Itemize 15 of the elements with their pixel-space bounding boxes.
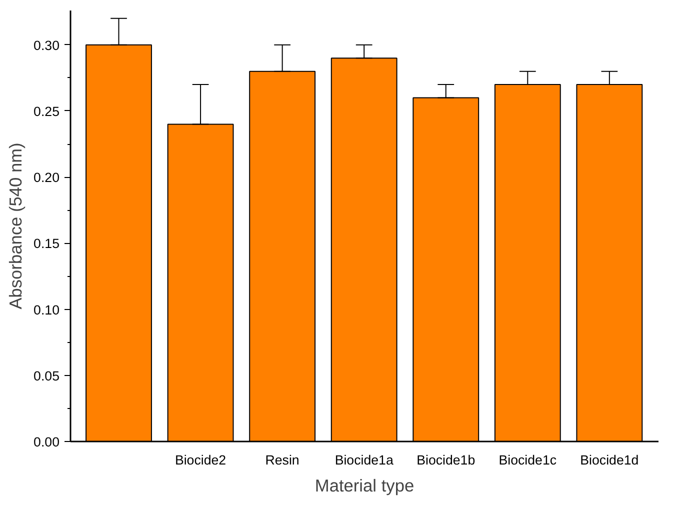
x-tick-label: Biocide1c xyxy=(498,452,557,468)
y-tick-label: 0.20 xyxy=(34,170,60,186)
y-tick-label: 0.00 xyxy=(34,434,60,450)
y-tick-label: 0.10 xyxy=(34,302,60,318)
y-axis-title: Absorbance (540 nm) xyxy=(6,142,26,310)
x-tick-label: Biocide1b xyxy=(416,452,476,468)
x-axis-title: Material type xyxy=(314,476,414,496)
y-tick-label: 0.05 xyxy=(34,368,60,384)
x-tick-label: Biocide1a xyxy=(334,452,394,468)
x-tick-label: Biocide1d xyxy=(580,452,639,468)
y-tick-label: 0.15 xyxy=(34,236,60,252)
y-tick-label: 0.25 xyxy=(34,104,60,119)
x-tick-label: Biocide2 xyxy=(174,452,226,468)
x-tick-label: Resin xyxy=(265,452,300,468)
y-tick-label: 0.30 xyxy=(34,38,60,53)
